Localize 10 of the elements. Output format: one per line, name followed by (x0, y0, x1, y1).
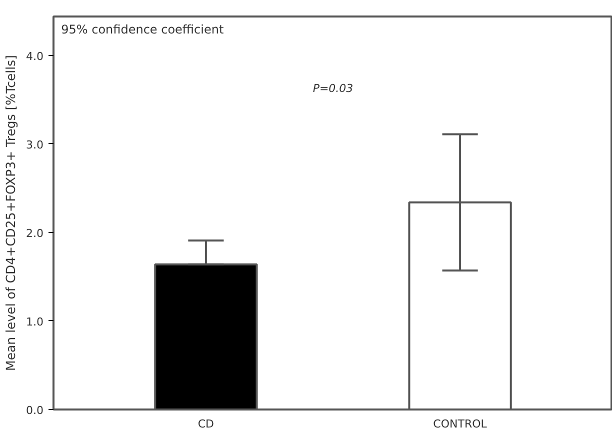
y-tick-label: 0.0 (26, 404, 44, 417)
y-tick-label: 1.0 (26, 315, 44, 328)
y-axis-title: Mean level of CD4+CD25+FOXP3+ Tregs [%Tcells] (3, 55, 18, 371)
y-tick-label: 2.0 (26, 226, 44, 240)
x-tick-label: CONTROL (433, 418, 488, 430)
y-tick-label: 3.0 (26, 138, 44, 152)
annotation: P=0.03 (312, 82, 354, 96)
y-tick-label: 4.0 (26, 50, 44, 63)
annotation: 95% confidence coefficient (61, 22, 224, 36)
x-tick-label: CD (198, 418, 214, 430)
